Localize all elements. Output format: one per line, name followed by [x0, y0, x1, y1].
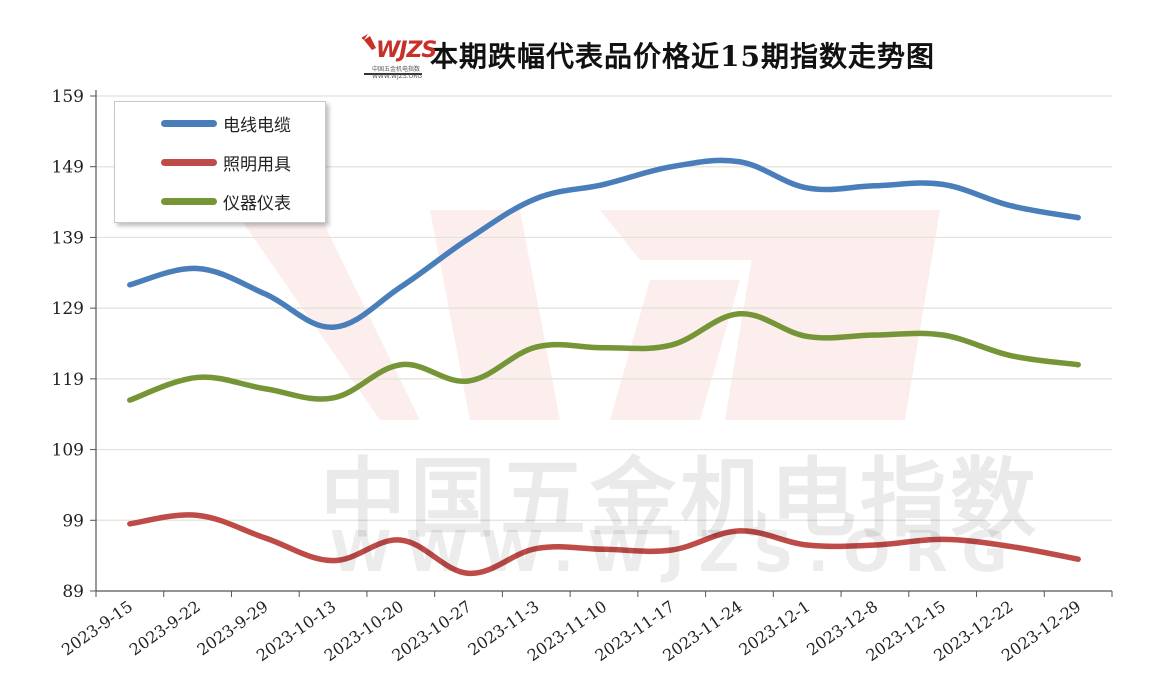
data-point-s2-3 [330, 395, 336, 401]
watermark-cn-text: 中国五金机电指数 [320, 449, 1040, 549]
watermark-url-text: WWW.WJZS.ORG [330, 520, 1022, 585]
y-tick-label: 149 [52, 158, 84, 178]
data-point-s1-8 [669, 547, 675, 553]
series-line-0 [127, 157, 1081, 330]
data-point-s1-9 [736, 528, 743, 534]
data-point-s1-11 [872, 542, 878, 548]
y-tick-label: 139 [52, 228, 84, 248]
data-point-s2-8 [669, 342, 675, 348]
legend-item-lighting: 照明用具 [115, 147, 291, 177]
data-point-s1-4 [398, 537, 404, 543]
data-point-s2-0 [127, 397, 133, 403]
data-point-s0-1 [195, 265, 201, 272]
series-line-2 [127, 311, 1081, 403]
legend-item-cable: 电线电缆 [115, 108, 291, 138]
data-point-s0-10 [804, 185, 810, 191]
data-point-s1-7 [601, 546, 607, 552]
data-point-s0-2 [262, 291, 268, 297]
logo-arrow-icon [362, 34, 422, 75]
y-tick-label: 119 [52, 370, 84, 390]
series-lines [127, 157, 1081, 577]
data-point-s0-4 [398, 284, 404, 290]
data-point-s0-5 [465, 236, 472, 242]
data-point-s0-8 [669, 164, 675, 170]
legend-item-instrument: 仪器仪表 [115, 186, 291, 216]
legend-swatch-cable [161, 119, 217, 127]
data-point-s2-2 [262, 386, 268, 392]
legend-swatch-instrument [161, 197, 217, 205]
data-point-s2-6 [533, 344, 539, 350]
data-point-s0-13 [1007, 203, 1014, 209]
legend-label-cable: 电线电缆 [223, 115, 291, 136]
watermark-shape [170, 120, 940, 420]
data-point-s0-7 [601, 181, 607, 187]
data-point-s1-2 [262, 535, 268, 541]
y-tick-label: 129 [52, 299, 84, 319]
data-point-s1-5 [465, 570, 472, 576]
wjzs-logo: WJZS 中国五金机电指数 WWW.WJZS.ORG [362, 34, 437, 80]
data-point-s1-12 [940, 536, 946, 542]
watermark-logo [170, 120, 940, 420]
x-tick-label: 2023-9-22 [126, 597, 204, 660]
data-point-s2-7 [601, 345, 607, 351]
x-tick-label: 2023-12-1 [735, 597, 813, 660]
legend: 电线电缆 照明用具 仪器仪表 [114, 101, 326, 223]
data-point-s2-9 [736, 311, 743, 317]
data-point-s2-11 [872, 332, 878, 338]
y-tick-label: 159 [52, 87, 84, 107]
chart-title-bar: WJZS 中国五金机电指数 WWW.WJZS.ORG 本期跌幅代表品价格近15期… [362, 34, 935, 80]
data-point-s1-13 [1007, 543, 1014, 550]
data-point-s2-10 [804, 333, 810, 340]
data-point-s1-6 [533, 545, 539, 552]
data-point-s0-0 [127, 282, 133, 288]
data-point-s2-12 [940, 332, 946, 338]
legend-label-lighting: 照明用具 [223, 154, 291, 175]
data-point-s2-14 [1075, 362, 1081, 368]
gridlines [96, 95, 1112, 521]
data-point-s2-4 [398, 362, 404, 368]
logo-text: WJZS [376, 38, 437, 63]
legend-label-instrument: 仪器仪表 [223, 193, 291, 214]
chart-title: 本期跌幅代表品价格近15期指数走势图 [430, 40, 935, 73]
data-point-s2-1 [195, 374, 201, 381]
data-point-s1-3 [330, 557, 336, 564]
data-point-s0-11 [872, 183, 878, 189]
logo-subtext: 中国五金机电指数 WWW.WJZS.ORG [372, 66, 423, 80]
data-point-s1-1 [195, 512, 201, 518]
data-point-s1-14 [1075, 556, 1081, 562]
data-point-s2-13 [1007, 352, 1014, 359]
y-tick-label: 99 [62, 511, 84, 531]
legend-swatch-lighting [161, 158, 217, 166]
data-point-s1-0 [127, 521, 133, 527]
data-point-s0-12 [940, 181, 946, 187]
data-point-s2-5 [465, 378, 472, 384]
data-point-s0-3 [330, 324, 336, 330]
data-point-s1-10 [804, 542, 810, 548]
data-point-s0-14 [1075, 215, 1081, 221]
y-tick-label: 89 [62, 582, 84, 602]
y-tick-label: 109 [52, 441, 84, 461]
data-point-s0-9 [736, 159, 743, 165]
data-point-s0-6 [533, 195, 539, 202]
x-tick-label: 2023-9-15 [58, 597, 136, 660]
